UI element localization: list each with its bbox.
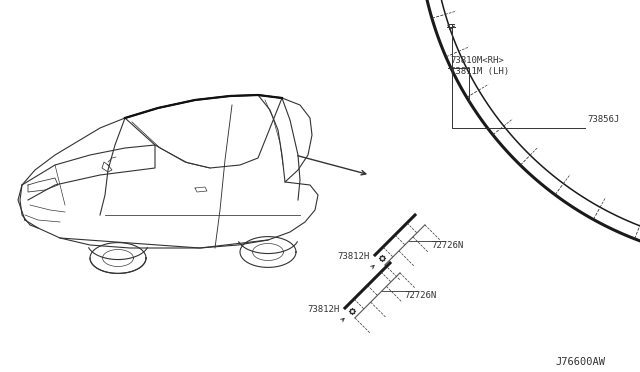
Text: 73856J: 73856J bbox=[587, 115, 620, 124]
Text: 72726N: 72726N bbox=[404, 291, 436, 300]
Text: 73810M<RH>: 73810M<RH> bbox=[450, 56, 504, 65]
Text: 73811M (LH): 73811M (LH) bbox=[450, 67, 509, 76]
Text: 73812H: 73812H bbox=[307, 305, 339, 314]
Text: J76600AW: J76600AW bbox=[555, 357, 605, 367]
Text: 72726N: 72726N bbox=[431, 241, 463, 250]
Text: 73812H: 73812H bbox=[337, 252, 369, 261]
